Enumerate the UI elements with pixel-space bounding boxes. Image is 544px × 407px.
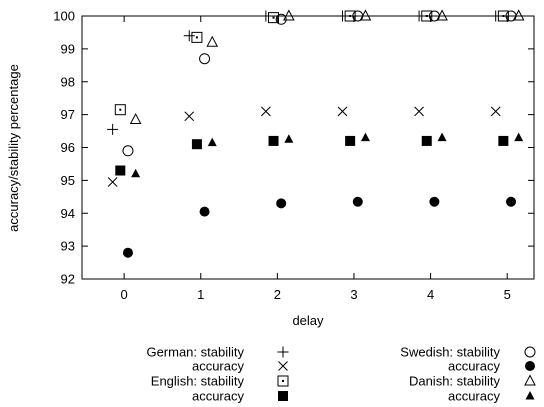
y-axis-label: accuracy/stability percentage bbox=[6, 64, 21, 232]
german-cross-point bbox=[414, 106, 424, 117]
y-tick-label: 96 bbox=[61, 140, 75, 155]
legend-label: German: stability bbox=[146, 345, 244, 360]
legend-label: accuracy bbox=[192, 389, 245, 404]
x-tick-label: 3 bbox=[350, 287, 357, 302]
y-tick-label: 100 bbox=[53, 9, 75, 24]
x-tick-label: 1 bbox=[197, 287, 204, 302]
english-square-filled-point bbox=[498, 135, 509, 146]
swedish-circle-filled-point bbox=[506, 196, 517, 207]
legend-marker bbox=[277, 375, 289, 387]
y-axis: 92 93 94 95 96 97 98 99 100 bbox=[53, 9, 534, 287]
english-square-open-point bbox=[268, 12, 280, 24]
danish-triangle-open-point bbox=[283, 9, 295, 21]
x-axis: 0 1 2 3 4 5 bbox=[121, 16, 511, 302]
legend-label: accuracy bbox=[448, 359, 501, 374]
x-tick-label: 4 bbox=[427, 287, 434, 302]
swedish-circle-open-point bbox=[122, 145, 134, 157]
x-tick-label: 2 bbox=[274, 287, 281, 302]
danish-triangle-open-point bbox=[436, 9, 448, 21]
x-axis-label: delay bbox=[292, 313, 324, 328]
german-cross-point bbox=[184, 111, 195, 122]
legend-label: accuracy bbox=[448, 389, 501, 404]
english-square-filled-point bbox=[115, 165, 126, 176]
swedish-circle-filled-point bbox=[352, 196, 363, 207]
legend-marker bbox=[278, 391, 288, 401]
data-points bbox=[107, 9, 525, 258]
legend-label: Swedish: stability bbox=[400, 345, 500, 360]
y-tick-label: 92 bbox=[61, 272, 75, 287]
swedish-circle-open-point bbox=[199, 53, 211, 65]
x-tick-label: 0 bbox=[121, 287, 128, 302]
english-square-filled-point bbox=[268, 135, 279, 146]
german-plus-point bbox=[490, 10, 502, 22]
english-square-open-point bbox=[421, 10, 433, 22]
legend-marker bbox=[525, 361, 535, 371]
german-plus-point bbox=[183, 30, 195, 42]
german-plus-point bbox=[107, 123, 119, 135]
y-tick-label: 93 bbox=[61, 239, 75, 254]
german-plus-point bbox=[336, 10, 348, 22]
legend-label: English: stability bbox=[151, 374, 245, 389]
german-cross-point bbox=[261, 106, 271, 117]
legend-label: Danish: stability bbox=[409, 374, 501, 389]
danish-triangle-filled-point bbox=[207, 137, 217, 147]
danish-triangle-filled-point bbox=[360, 132, 370, 142]
danish-triangle-filled-point bbox=[437, 132, 447, 142]
english-square-filled-point bbox=[421, 135, 432, 146]
english-square-open-point bbox=[344, 10, 356, 22]
danish-triangle-filled-point bbox=[284, 134, 294, 143]
swedish-circle-filled-point bbox=[199, 206, 210, 217]
swedish-circle-filled-point bbox=[276, 198, 287, 209]
english-square-open-point bbox=[191, 31, 203, 43]
english-square-open-point bbox=[497, 10, 509, 22]
german-cross-point bbox=[337, 106, 348, 117]
danish-triangle-filled-point bbox=[131, 168, 141, 178]
german-plus-point bbox=[260, 10, 272, 22]
legend-marker bbox=[277, 346, 289, 358]
german-cross-point bbox=[107, 177, 118, 187]
danish-triangle-open-point bbox=[512, 9, 525, 21]
legend-label: accuracy bbox=[192, 359, 245, 374]
plot-frame bbox=[81, 15, 535, 280]
english-square-open-point bbox=[114, 104, 126, 116]
english-square-filled-point bbox=[345, 135, 356, 146]
german-plus-point bbox=[413, 10, 425, 22]
danish-triangle-open-point bbox=[359, 9, 372, 21]
y-tick-label: 98 bbox=[61, 74, 75, 89]
english-square-filled-point bbox=[191, 139, 202, 150]
swedish-circle-filled-point bbox=[429, 196, 440, 207]
x-tick-label: 5 bbox=[504, 287, 511, 302]
danish-triangle-filled-point bbox=[514, 132, 524, 142]
y-tick-label: 94 bbox=[61, 206, 75, 221]
y-tick-label: 99 bbox=[61, 41, 75, 56]
danish-triangle-open-point bbox=[206, 35, 219, 47]
y-tick-label: 97 bbox=[61, 107, 75, 122]
swedish-circle-filled-point bbox=[122, 247, 133, 258]
legend-marker bbox=[524, 374, 536, 386]
y-tick-label: 95 bbox=[61, 173, 75, 188]
legend-marker bbox=[525, 391, 535, 400]
legend-marker bbox=[278, 361, 288, 371]
danish-triangle-open-point bbox=[129, 112, 142, 125]
swedish-circle-open-point bbox=[275, 13, 287, 25]
german-cross-point bbox=[490, 106, 501, 117]
legend-marker bbox=[524, 346, 536, 358]
